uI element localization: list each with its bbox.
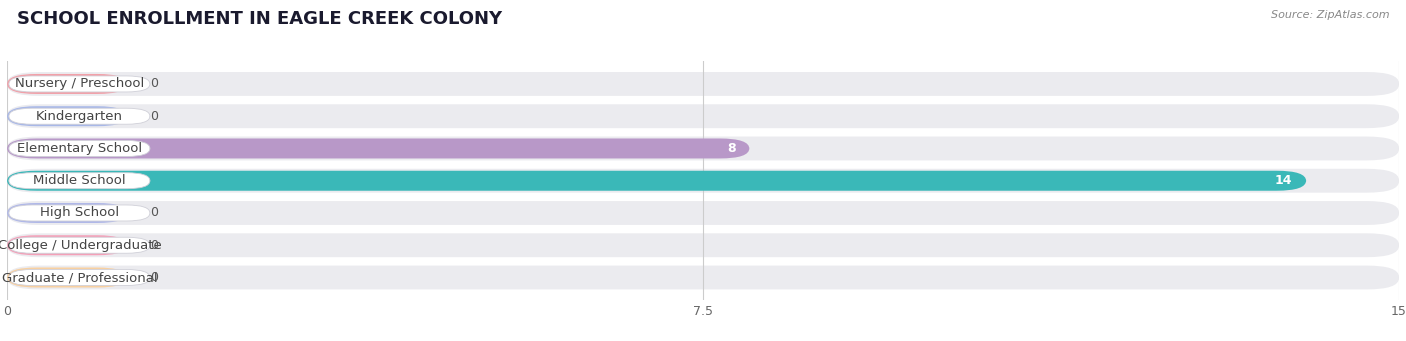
Text: Elementary School: Elementary School [17, 142, 142, 155]
Text: Middle School: Middle School [34, 174, 125, 187]
Text: 0: 0 [150, 77, 157, 90]
Text: 0: 0 [150, 110, 157, 123]
FancyBboxPatch shape [7, 72, 1399, 96]
FancyBboxPatch shape [7, 106, 127, 126]
FancyBboxPatch shape [7, 138, 749, 159]
Text: College / Undergraduate: College / Undergraduate [0, 239, 162, 252]
Text: 0: 0 [150, 207, 157, 220]
Text: High School: High School [39, 207, 120, 220]
FancyBboxPatch shape [7, 203, 127, 223]
FancyBboxPatch shape [7, 235, 127, 255]
FancyBboxPatch shape [8, 237, 150, 253]
FancyBboxPatch shape [8, 173, 150, 189]
FancyBboxPatch shape [7, 171, 1306, 191]
FancyBboxPatch shape [7, 136, 1399, 160]
FancyBboxPatch shape [8, 140, 150, 157]
FancyBboxPatch shape [8, 269, 150, 285]
FancyBboxPatch shape [7, 201, 1399, 225]
FancyBboxPatch shape [8, 76, 150, 92]
FancyBboxPatch shape [8, 108, 150, 124]
Text: SCHOOL ENROLLMENT IN EAGLE CREEK COLONY: SCHOOL ENROLLMENT IN EAGLE CREEK COLONY [17, 10, 502, 28]
Text: 14: 14 [1275, 174, 1292, 187]
FancyBboxPatch shape [7, 233, 1399, 257]
Text: 0: 0 [150, 271, 157, 284]
Text: Source: ZipAtlas.com: Source: ZipAtlas.com [1271, 10, 1389, 20]
Text: Kindergarten: Kindergarten [37, 110, 122, 123]
FancyBboxPatch shape [8, 205, 150, 221]
FancyBboxPatch shape [7, 169, 1399, 193]
FancyBboxPatch shape [7, 104, 1399, 128]
Text: 8: 8 [727, 142, 735, 155]
FancyBboxPatch shape [7, 267, 127, 287]
Text: 0: 0 [150, 239, 157, 252]
Text: Nursery / Preschool: Nursery / Preschool [15, 77, 143, 90]
FancyBboxPatch shape [7, 74, 127, 94]
Text: Graduate / Professional: Graduate / Professional [1, 271, 157, 284]
FancyBboxPatch shape [7, 266, 1399, 290]
